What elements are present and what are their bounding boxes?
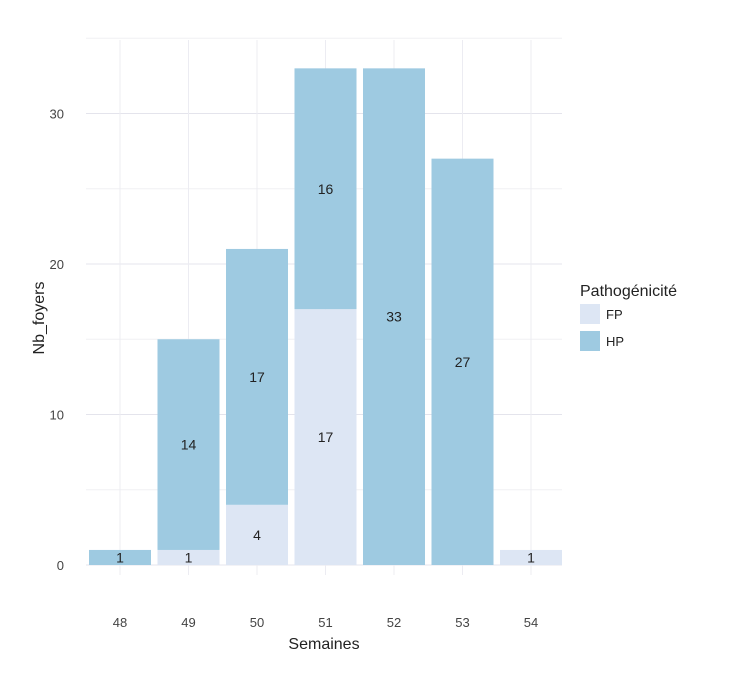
y-axis-ticks: 0 10 20 30 <box>50 107 64 574</box>
x-axis-title: Semaines <box>288 636 359 653</box>
bar-hp-53 <box>431 158 494 565</box>
bar-label-54-a: 1 <box>527 549 535 565</box>
bar-fp-54 <box>500 549 562 565</box>
bar-hp-50 <box>226 248 288 505</box>
x-tick-label: 49 <box>181 615 195 630</box>
y-tick-label: 20 <box>50 257 64 272</box>
bar-label-49-a: 1 <box>185 549 193 565</box>
bar-label-51-a: 17 <box>318 429 334 445</box>
bar-label-53-a: 27 <box>455 354 471 370</box>
bar-labels: 1 1 14 4 17 17 16 33 27 1 <box>116 181 535 566</box>
bar-label-50-b: 17 <box>249 369 265 385</box>
legend-key-fp <box>580 304 600 324</box>
x-tick-label: 54 <box>524 615 538 630</box>
y-tick-label: 0 <box>57 558 64 573</box>
bar-fp-51 <box>294 309 357 565</box>
bars <box>89 68 562 565</box>
legend-title: Pathogénicité <box>580 283 677 300</box>
bar-label-48-a: 1 <box>116 549 124 565</box>
bar-label-50-a: 4 <box>253 527 261 543</box>
x-tick-label: 50 <box>250 615 264 630</box>
legend-label-fp: FP <box>606 307 623 322</box>
bar-hp-49 <box>157 339 220 550</box>
bar-hp-48 <box>89 549 151 565</box>
legend-key-hp <box>580 331 600 351</box>
x-tick-label: 51 <box>318 615 332 630</box>
x-tick-label: 48 <box>113 615 127 630</box>
x-tick-label: 52 <box>387 615 401 630</box>
bar-label-52-a: 33 <box>386 309 402 325</box>
bar-label-51-b: 16 <box>318 181 334 197</box>
bar-hp-51 <box>294 68 357 310</box>
y-tick-label: 30 <box>50 107 64 122</box>
x-tick-label: 53 <box>455 615 469 630</box>
legend-label-hp: HP <box>606 334 624 349</box>
y-tick-label: 10 <box>50 408 64 423</box>
x-axis-ticks: 48 49 50 51 52 53 54 <box>113 615 538 630</box>
bar-fp-50 <box>226 504 288 565</box>
legend: Pathogénicité FP HP <box>580 283 677 351</box>
bar-label-49-b: 14 <box>181 437 197 453</box>
y-axis-title: Nb_foyers <box>31 282 48 355</box>
bar-fp-49 <box>157 549 220 565</box>
bar-hp-52 <box>363 68 425 565</box>
